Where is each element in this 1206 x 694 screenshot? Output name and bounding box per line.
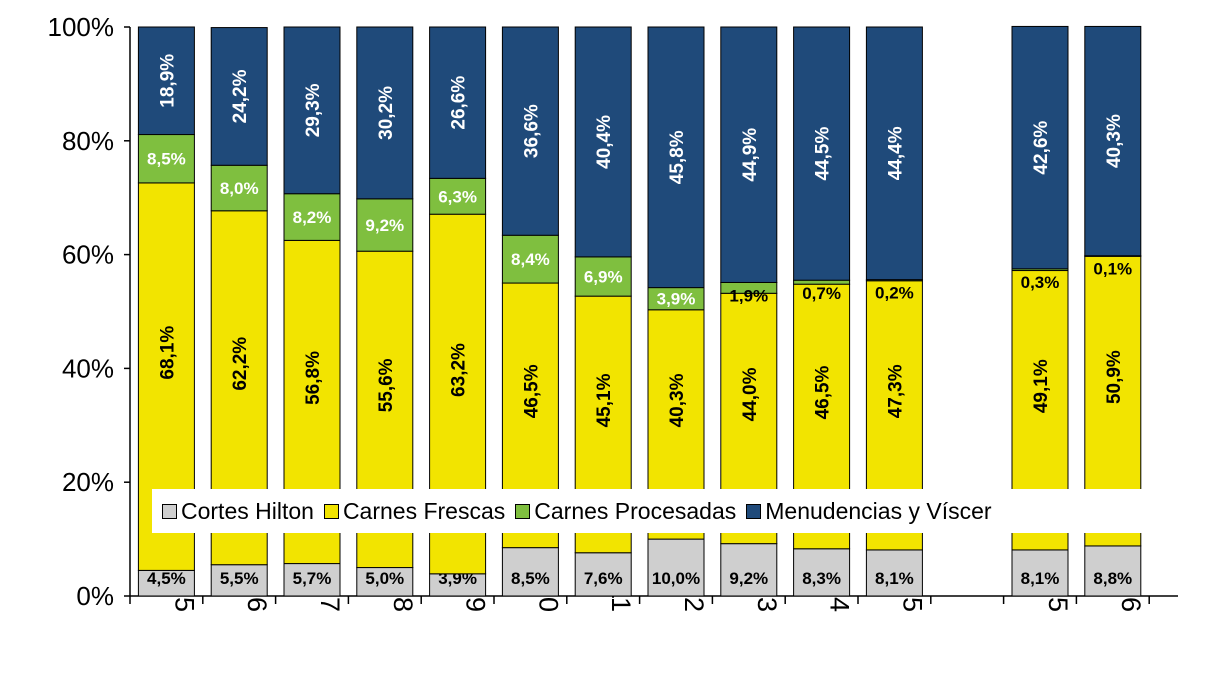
data-label: 7,6%: [584, 569, 623, 588]
bar-segment: [1084, 545, 1142, 597]
bar-segment: [501, 26, 559, 236]
y-tick-label: 100%: [48, 12, 115, 42]
y-tick-label: 40%: [62, 353, 114, 383]
data-label: 6,3%: [438, 187, 477, 206]
data-label: 24,2%: [230, 69, 251, 123]
data-label: 0,7%: [802, 284, 841, 303]
bar-segment: [574, 552, 632, 597]
legend-item-carnes-frescas: Carnes Frescas: [323, 497, 506, 525]
data-label: 40,4%: [594, 115, 615, 169]
data-label: 8,1%: [1021, 569, 1060, 588]
bar-segment: [647, 26, 705, 289]
data-label: 10,0%: [652, 569, 700, 588]
data-label: 36,6%: [521, 104, 542, 158]
data-label: 8,5%: [511, 569, 550, 588]
bar-segment: [356, 198, 414, 252]
legend-item-carnes-procesadas: Carnes Procesadas: [515, 498, 736, 525]
legend-label: Carnes Frescas: [342, 497, 506, 524]
data-label: 45,1%: [594, 373, 615, 427]
data-label: 30,2%: [376, 86, 397, 140]
data-label: 3,9%: [657, 290, 696, 309]
legend-item-cortes-hilton: Cortes Hilton: [162, 498, 314, 525]
bar-segment: [865, 549, 923, 597]
y-tick-label: 80%: [62, 126, 114, 156]
data-label: 5,0%: [365, 569, 404, 588]
data-label: 6,9%: [584, 268, 623, 287]
data-label: 4,5%: [147, 569, 186, 588]
data-label: 18,9%: [157, 54, 178, 108]
data-label: 47,3%: [885, 364, 906, 418]
bar-segment: [574, 26, 632, 258]
legend-swatch-menudencias: [746, 503, 762, 519]
legend-label: Menudencias y Víscer: [765, 497, 992, 524]
legend-label: Cortes Hilton: [181, 497, 314, 524]
data-label: 40,3%: [1104, 114, 1125, 168]
data-label: 44,4%: [885, 126, 906, 180]
data-label: 40,3%: [667, 373, 688, 427]
legend-swatch-carnes-frescas: [323, 503, 339, 519]
data-label: 26,6%: [449, 76, 470, 130]
data-label: 46,5%: [813, 365, 834, 419]
bar-segment: [210, 564, 268, 597]
data-label: 9,2%: [729, 569, 768, 588]
legend-swatch-cortes-hilton: [162, 503, 177, 519]
y-tick-label: 20%: [62, 467, 114, 497]
y-tick-label: 0%: [76, 581, 114, 611]
data-label: 56,8%: [303, 351, 324, 405]
data-label: 63,2%: [449, 343, 470, 397]
bar-segment: [574, 256, 632, 297]
data-label: 49,1%: [1031, 359, 1052, 413]
bar-segment: [137, 26, 195, 136]
data-label: 0,3%: [1021, 273, 1060, 292]
data-label: 44,5%: [813, 127, 834, 181]
y-tick-label: 60%: [62, 240, 114, 270]
bar-segment: [865, 26, 923, 281]
bar-segment: [793, 26, 851, 281]
bar-segment: [793, 548, 851, 597]
data-label: 44,9%: [740, 128, 761, 182]
legend-label: Carnes Procesadas: [534, 497, 737, 524]
bar-segment: [1011, 549, 1069, 597]
bar-segment: [429, 177, 487, 215]
data-label: 8,1%: [875, 569, 914, 588]
data-label: 29,3%: [303, 83, 324, 137]
data-label: 55,6%: [376, 358, 397, 412]
bar-segment: [720, 543, 778, 597]
bar-segment: [1084, 25, 1142, 257]
data-label: 46,5%: [521, 364, 542, 418]
bar-segment: [356, 567, 414, 597]
data-label: 5,5%: [220, 569, 259, 588]
bar-segment: [429, 26, 487, 179]
data-label: 8,8%: [1093, 569, 1132, 588]
data-label: 8,4%: [511, 250, 550, 269]
data-label: 68,1%: [157, 326, 178, 380]
data-label: 9,2%: [365, 216, 404, 235]
data-label: 8,2%: [293, 208, 332, 227]
legend-swatch-carnes-procesadas: [515, 503, 531, 519]
bar-segment: [283, 26, 341, 195]
bar-segment: [137, 569, 195, 597]
data-label: 0,1%: [1093, 260, 1132, 279]
data-label: 8,3%: [802, 569, 841, 588]
legend-item-menudencias: Menudencias y Víscer: [746, 497, 992, 525]
bar-segment: [720, 26, 778, 283]
bar-segment: [501, 547, 559, 597]
bar-segment: [210, 27, 268, 166]
data-label: 5,7%: [293, 569, 332, 588]
data-label: 62,2%: [230, 337, 251, 391]
data-label: 0,2%: [875, 284, 914, 303]
data-label: 45,8%: [667, 130, 688, 184]
bar-segment: [1011, 25, 1069, 270]
data-label: 42,6%: [1031, 121, 1052, 175]
data-label: 44,0%: [740, 367, 761, 421]
data-label: 8,5%: [147, 150, 186, 169]
data-label: 8,0%: [220, 179, 259, 198]
data-label: 50,9%: [1104, 350, 1125, 404]
bar-segment: [283, 193, 341, 241]
bar-segment: [356, 26, 414, 200]
legend: Cortes Hilton Carnes Frescas Carnes Proc…: [152, 489, 1195, 533]
data-label: 1,9%: [729, 286, 768, 305]
